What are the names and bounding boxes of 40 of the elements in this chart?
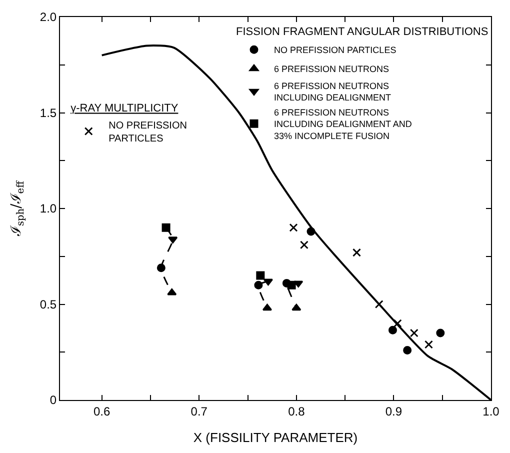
point xyxy=(424,340,433,349)
point xyxy=(262,304,272,311)
legend-label: 6 PREFISSION NEUTRONS INCLUDING DEALIGNMENT xyxy=(274,80,392,103)
y-tick-label: 2.0 xyxy=(40,10,57,24)
point xyxy=(410,328,418,338)
x-tick-label: 0.6 xyxy=(93,404,111,418)
point xyxy=(287,280,296,290)
point xyxy=(306,227,316,236)
x-tick-label: 1.0 xyxy=(482,404,500,418)
point xyxy=(256,271,265,280)
point xyxy=(393,319,402,328)
point xyxy=(263,278,273,286)
x-tick-label: 0.7 xyxy=(190,404,208,418)
point xyxy=(436,328,445,338)
point xyxy=(374,300,384,308)
point xyxy=(300,240,308,250)
point xyxy=(294,280,304,288)
point xyxy=(388,326,397,334)
point xyxy=(167,288,177,296)
point xyxy=(403,346,412,354)
x-axis-title: X (FISSILITY PARAMETER) xyxy=(193,430,358,445)
point xyxy=(289,223,298,232)
point xyxy=(156,264,166,272)
point xyxy=(254,280,263,290)
y-tick-label: 0.5 xyxy=(40,297,57,312)
point xyxy=(352,248,361,257)
y-tick-label: 1.5 xyxy=(40,106,57,120)
y-tick-label: 1.0 xyxy=(40,202,57,216)
x-tick-label: 0.9 xyxy=(385,404,402,418)
point xyxy=(162,223,170,232)
legend-label: NO PREFISSION PARTICLES xyxy=(108,120,187,145)
legend-label: 6 PREFISSION NEUTRONS INCLUDING DEALIGNMENT AND 33% INCOMPLETE FUSION xyxy=(274,107,412,141)
legend-title: FISSION FRAGMENT ANGULAR DISTRIBUTIONS xyxy=(236,26,488,38)
annotation: γ-RAY MULTIPLICITY xyxy=(70,102,179,115)
point xyxy=(292,304,302,311)
point xyxy=(168,236,178,244)
legend-label: 6 PREFISSION NEUTRONS xyxy=(274,64,390,74)
x-tick-label: 0.8 xyxy=(288,404,306,418)
legend-label: NO PREFISSION PARTICLES xyxy=(274,45,396,56)
y-tick-label: 0 xyxy=(50,393,57,408)
